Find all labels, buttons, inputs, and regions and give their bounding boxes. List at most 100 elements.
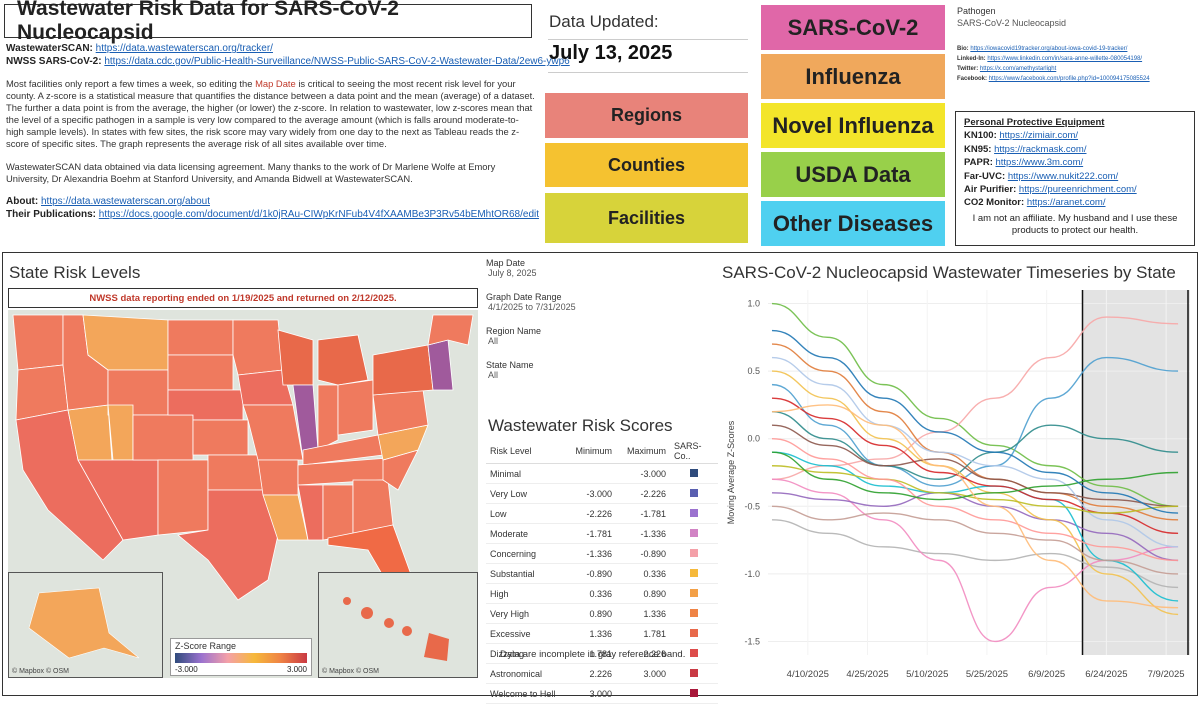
x-tick-label: 6/24/2025 xyxy=(1085,669,1127,680)
risk-max-cell: 2.226 xyxy=(616,643,670,664)
pathogen-select[interactable]: SARS-CoV-2 Nucleocapsid xyxy=(957,18,1067,28)
state-mn[interactable] xyxy=(232,319,284,376)
risk-min-cell: -2.226 xyxy=(560,503,616,524)
risk-max-cell: -2.226 xyxy=(616,483,670,504)
ppe-item-link[interactable]: https://pureenrichment.com/ xyxy=(1018,184,1137,196)
state-al[interactable] xyxy=(322,484,354,541)
risk-min-cell xyxy=(560,463,616,484)
divider xyxy=(548,72,748,73)
graph-range-value[interactable]: 4/1/2025 to 7/31/2025 xyxy=(488,302,576,312)
risk-row: Dizzying 1.781 2.226 xyxy=(486,643,718,664)
state-sd[interactable] xyxy=(167,354,234,391)
y-tick-label: 0.0 xyxy=(747,434,760,444)
ppe-item-link[interactable]: https://www.3m.com/ xyxy=(995,157,1084,169)
regions-button-label: Regions xyxy=(610,105,682,125)
risk-row: Substantial -0.890 0.336 xyxy=(486,563,718,584)
bio-row: Bio: https://iowacovid19tracker.org/abou… xyxy=(957,44,1197,54)
state-me[interactable] xyxy=(427,314,474,346)
usda-button-label: USDA Data xyxy=(795,161,911,187)
facilities-button[interactable]: Facilities xyxy=(545,193,748,243)
state-wa[interactable] xyxy=(12,314,64,371)
risk-color-swatch xyxy=(690,588,698,597)
state-risk-map[interactable]: © Mapbox © OSM © Mapbox © OSM Z-Score Ra… xyxy=(8,310,478,678)
twitter-link[interactable]: https://x.com/amethystarlight xyxy=(979,66,1057,72)
risk-level-cell: Very Low xyxy=(486,483,560,504)
region-value[interactable]: All xyxy=(488,336,499,346)
usda-data-button[interactable]: USDA Data xyxy=(761,152,945,197)
risk-min-cell: 0.336 xyxy=(560,583,616,604)
state-nm[interactable] xyxy=(157,459,209,536)
risk-color-cell xyxy=(670,543,718,564)
series-line xyxy=(771,329,1179,514)
linkedin-label: Linked-In: xyxy=(957,56,986,62)
nwss-link[interactable]: https://data.cdc.gov/Public-Health-Surve… xyxy=(104,56,570,67)
risk-color-cell xyxy=(670,523,718,544)
state-oh[interactable] xyxy=(337,379,374,436)
series-line xyxy=(771,424,1179,507)
facebook-link[interactable]: https://www.facebook.com/profile.php?id=… xyxy=(988,76,1150,82)
risk-color-cell xyxy=(670,483,718,504)
state-wi[interactable] xyxy=(277,329,314,386)
risk-scores-title: Wastewater Risk Scores xyxy=(488,416,673,435)
risk-max-cell: 0.890 xyxy=(616,583,670,604)
risk-min-cell: 1.781 xyxy=(560,643,616,664)
x-tick-label: 5/25/2025 xyxy=(966,669,1008,680)
alaska-inset[interactable]: © Mapbox © OSM xyxy=(8,572,163,678)
counties-button[interactable]: Counties xyxy=(545,143,748,187)
novel-influenza-button-label: Novel Influenza xyxy=(772,112,934,138)
risk-level-cell: Low xyxy=(486,503,560,524)
publications-link[interactable]: https://docs.google.com/document/d/1k0jR… xyxy=(98,209,540,220)
sars-cov-2-button[interactable]: SARS-CoV-2 xyxy=(761,5,945,50)
y-tick-label: -1.5 xyxy=(744,636,760,646)
risk-color-swatch xyxy=(690,548,698,557)
risk-row: Very Low -3.000 -2.226 xyxy=(486,483,718,504)
bio-link[interactable]: https://iowacovid19tracker.org/about-iow… xyxy=(970,46,1128,52)
ppe-item-link[interactable]: https://rackmask.com/ xyxy=(994,143,1087,155)
risk-color-swatch xyxy=(690,468,698,477)
explainer-text-a: Most facilities only report a few times … xyxy=(6,78,256,89)
risk-color-cell xyxy=(670,623,718,644)
timeseries-chart[interactable]: 1.0 0.5 0.0 -0.5 -1.0 -1.5 4/10/2025 4/25/2025 5… xyxy=(720,285,1195,690)
state-ar[interactable] xyxy=(257,459,299,496)
wastewaterscan-link[interactable]: https://data.wastewaterscan.org/tracker/ xyxy=(95,43,273,54)
map-credit-hawaii: © Mapbox © OSM xyxy=(322,668,379,675)
linkedin-link[interactable]: https://www.linkedin.com/in/sara-anne-wi… xyxy=(987,56,1143,62)
ppe-item-label: PAPR: xyxy=(964,157,996,169)
state-in[interactable] xyxy=(317,384,339,451)
about-link[interactable]: https://data.wastewaterscan.org/about xyxy=(41,196,210,207)
map-date-value[interactable]: July 8, 2025 xyxy=(488,268,537,278)
state-value[interactable]: All xyxy=(488,370,499,380)
regions-button[interactable]: Regions xyxy=(545,93,748,138)
risk-row: Minimal -3.000 xyxy=(486,463,718,484)
novel-influenza-button[interactable]: Novel Influenza xyxy=(761,103,945,148)
other-diseases-button[interactable]: Other Diseases xyxy=(761,201,945,246)
pathogen-label: Pathogen xyxy=(957,6,996,16)
wastewaterscan-label: WastewaterSCAN: xyxy=(6,43,93,54)
risk-max-cell: -3.000 xyxy=(616,463,670,484)
state-ok[interactable] xyxy=(207,454,264,491)
ppe-item: CO2 Monitor: https://aranet.com/ xyxy=(964,196,1186,209)
hawaii-inset[interactable]: © Mapbox © OSM xyxy=(318,572,478,678)
state-co[interactable] xyxy=(132,414,194,461)
state-nd[interactable] xyxy=(167,319,234,356)
risk-max-cell: 0.336 xyxy=(616,563,670,584)
risk-level-cell: Concerning xyxy=(486,543,560,564)
legend-title: Z-Score Range xyxy=(175,641,237,651)
ppe-item: Far-UVC: https://www.nukit222.com/ xyxy=(964,170,1186,183)
facebook-row: Facebook: https://www.facebook.com/profi… xyxy=(957,74,1197,84)
page-title-text: Wastewater Risk Data for SARS-CoV-2 Nucl… xyxy=(17,0,399,44)
risk-min-cell: 3.000 xyxy=(560,683,616,704)
state-ks[interactable] xyxy=(192,419,249,456)
facebook-label: Facebook: xyxy=(957,76,988,82)
series-line xyxy=(771,438,1179,562)
ppe-item-link[interactable]: https://zimiair.com/ xyxy=(999,130,1079,142)
ppe-item-link[interactable]: https://www.nukit222.com/ xyxy=(1007,170,1119,182)
series-line xyxy=(771,356,1179,487)
risk-color-cell xyxy=(670,563,718,584)
risk-min-cell: 2.226 xyxy=(560,663,616,684)
ppe-item-link[interactable]: https://aranet.com/ xyxy=(1026,197,1106,209)
influenza-button[interactable]: Influenza xyxy=(761,54,945,99)
bio-label: Bio: xyxy=(957,46,969,52)
risk-scores-table-wrap: Risk Level Minimum Maximum SARS-Co.. Min… xyxy=(486,439,718,704)
other-diseases-button-label: Other Diseases xyxy=(772,210,934,236)
